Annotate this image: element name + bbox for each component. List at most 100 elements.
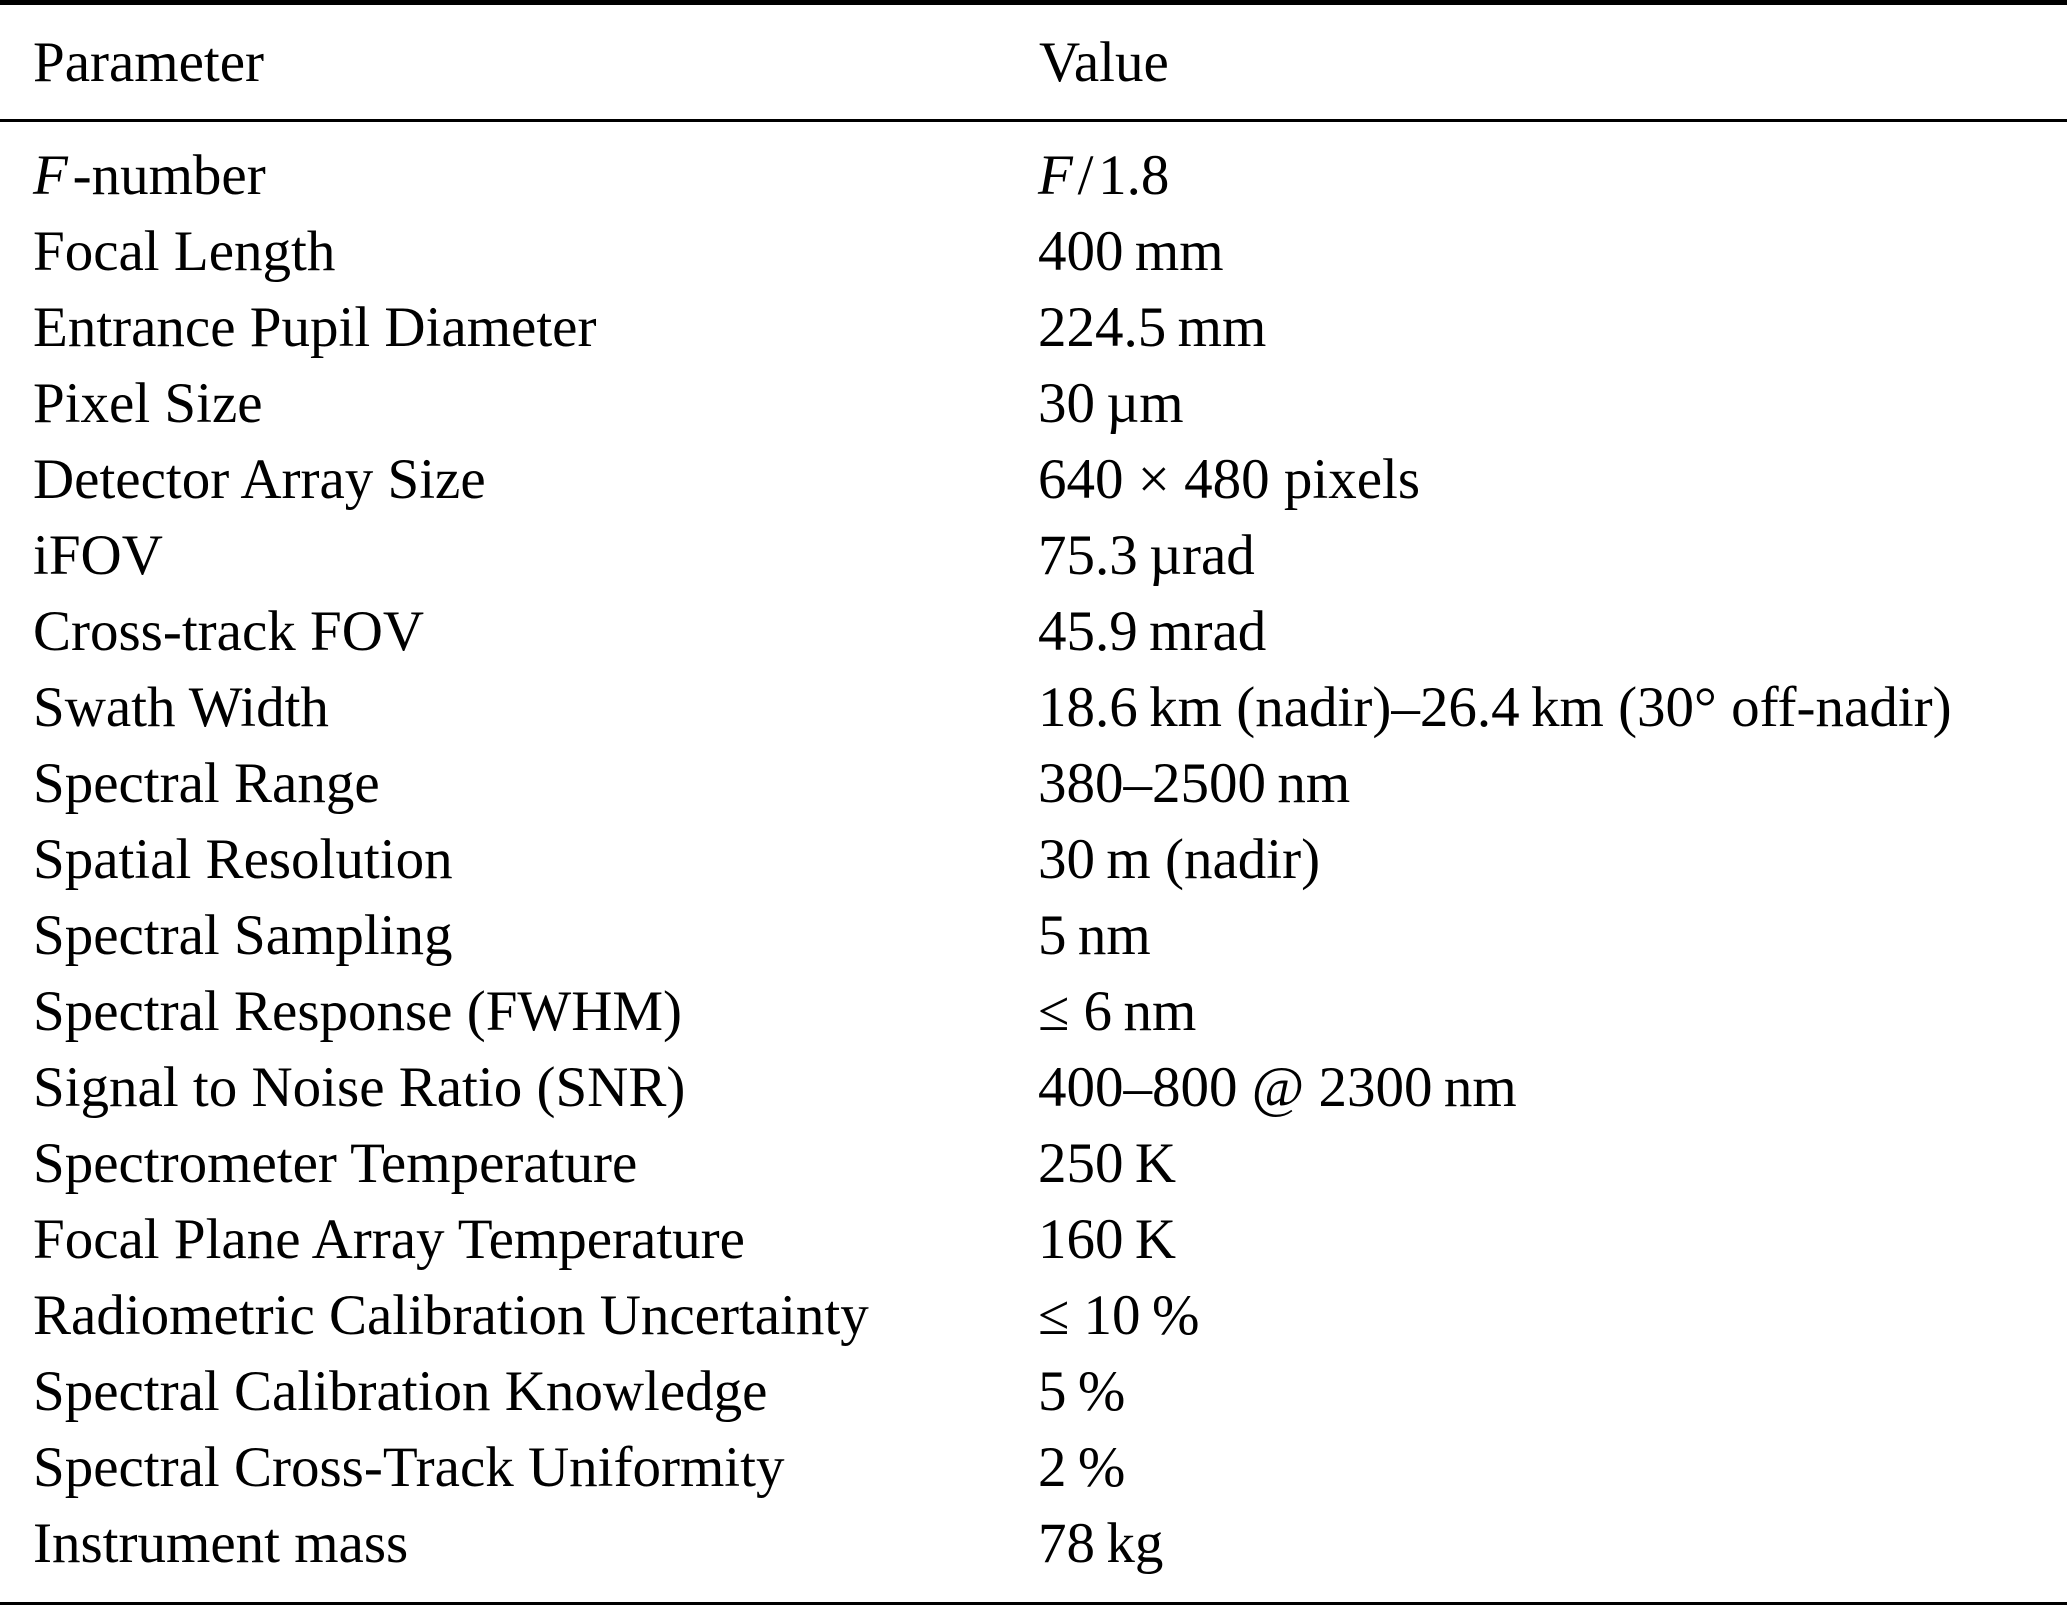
table-row: Spectral Cross-Track Uniformity 2 % xyxy=(0,1430,2067,1506)
value-cell-text: 400–800 @ 2300 nm xyxy=(1038,1056,1517,1119)
parameter-cell-text: Spatial Resolution xyxy=(33,828,453,891)
table-row: Spatial Resolution 30 m (nadir) xyxy=(0,822,2067,898)
parameter-cell: Spectral Range xyxy=(0,746,1038,822)
table-row: Spectral Response (FWHM) ≤ 6 nm xyxy=(0,974,2067,1050)
table-row: Spectrometer Temperature 250 K xyxy=(0,1126,2067,1202)
table-row: Detector Array Size 640 × 480 pixels xyxy=(0,442,2067,518)
table-row: Swath Width 18.6 km (nadir)–26.4 km (30° … xyxy=(0,670,2067,746)
value-cell: 18.6 km (nadir)–26.4 km (30° off-nadir) xyxy=(1038,670,2067,746)
parameter-cell-text: Spectrometer Temperature xyxy=(33,1132,638,1195)
table-row: Instrument mass 78 kg xyxy=(0,1506,2067,1605)
value-cell-text: ≤ 6 nm xyxy=(1038,980,1197,1043)
value-cell: 45.9 mrad xyxy=(1038,594,2067,670)
table-header: Parameter Value xyxy=(0,2,2067,122)
parameter-cell-text: Instrument mass xyxy=(33,1512,409,1575)
parameter-cell-text: iFOV xyxy=(33,524,163,587)
value-cell-text: 78 kg xyxy=(1038,1512,1164,1575)
value-cell: ≤ 6 nm xyxy=(1038,974,2067,1050)
parameter-cell: Focal Plane Array Temperature xyxy=(0,1202,1038,1278)
value-cell: 5 nm xyxy=(1038,898,2067,974)
parameter-cell: Instrument mass xyxy=(0,1506,1038,1605)
parameter-cell-text: Spectral Sampling xyxy=(33,904,453,967)
parameter-cell-text: Spectral Response (FWHM) xyxy=(33,980,683,1043)
table-row: Entrance Pupil Diameter 224.5 mm xyxy=(0,290,2067,366)
table-row: Spectral Sampling 5 nm xyxy=(0,898,2067,974)
value-cell: 2 % xyxy=(1038,1430,2067,1506)
value-cell: 380–2500 nm xyxy=(1038,746,2067,822)
table-row: Focal Plane Array Temperature 160 K xyxy=(0,1202,2067,1278)
value-cell: 30 m (nadir) xyxy=(1038,822,2067,898)
table-row: Cross-track FOV 45.9 mrad xyxy=(0,594,2067,670)
italic-math-symbol: F xyxy=(33,144,68,207)
parameter-cell-text: Detector Array Size xyxy=(33,448,486,511)
value-cell-text: 30 m (nadir) xyxy=(1038,828,1321,891)
value-cell: 400–800 @ 2300 nm xyxy=(1038,1050,2067,1126)
parameter-cell-text: Focal Length xyxy=(33,220,336,283)
value-cell: 640 × 480 pixels xyxy=(1038,442,2067,518)
value-cell-text: / 1.8 xyxy=(1072,144,1170,207)
table-row: Spectral Calibration Knowledge 5 % xyxy=(0,1354,2067,1430)
value-cell: F / 1.8 xyxy=(1038,121,2067,215)
header-parameter: Parameter xyxy=(0,2,1038,122)
value-cell: 160 K xyxy=(1038,1202,2067,1278)
value-cell-text: 75.3 µrad xyxy=(1038,524,1255,587)
value-cell-text: 5 % xyxy=(1038,1360,1126,1423)
value-cell: 75.3 µrad xyxy=(1038,518,2067,594)
value-cell: 5 % xyxy=(1038,1354,2067,1430)
value-cell-text: 250 K xyxy=(1038,1132,1177,1195)
parameter-cell: Radiometric Calibration Uncertainty xyxy=(0,1278,1038,1354)
table-row: Radiometric Calibration Uncertainty ≤ 10 … xyxy=(0,1278,2067,1354)
parameter-cell: Spectrometer Temperature xyxy=(0,1126,1038,1202)
table-row: F -number F / 1.8 xyxy=(0,121,2067,215)
parameter-cell: Spectral Cross-Track Uniformity xyxy=(0,1430,1038,1506)
value-cell-text: 640 × 480 pixels xyxy=(1038,448,1421,511)
value-cell: 78 kg xyxy=(1038,1506,2067,1605)
parameter-cell: iFOV xyxy=(0,518,1038,594)
italic-math-symbol: F xyxy=(1038,144,1073,207)
parameter-cell: Entrance Pupil Diameter xyxy=(0,290,1038,366)
parameter-cell-text: Spectral Range xyxy=(33,752,380,815)
table-row: Spectral Range 380–2500 nm xyxy=(0,746,2067,822)
parameter-cell-text: Signal to Noise Ratio (SNR) xyxy=(33,1056,686,1119)
table-row: Signal to Noise Ratio (SNR) 400–800 @ 230… xyxy=(0,1050,2067,1126)
parameter-cell-text: Spectral Calibration Knowledge xyxy=(33,1360,768,1423)
parameter-cell: Swath Width xyxy=(0,670,1038,746)
value-cell-text: 400 mm xyxy=(1038,220,1224,283)
parameter-cell: Signal to Noise Ratio (SNR) xyxy=(0,1050,1038,1126)
table-row: iFOV 75.3 µrad xyxy=(0,518,2067,594)
parameter-cell: Cross-track FOV xyxy=(0,594,1038,670)
value-cell-text: 30 µm xyxy=(1038,372,1184,435)
value-cell-text: 380–2500 nm xyxy=(1038,752,1351,815)
parameter-cell: F -number xyxy=(0,121,1038,215)
value-cell-text: 2 % xyxy=(1038,1436,1126,1499)
table-body: F -number F / 1.8 Focal Length 400 mm Entran… xyxy=(0,121,2067,1605)
value-cell-text: 18.6 km (nadir)–26.4 km (30° off-nadir) xyxy=(1038,676,1952,739)
parameter-cell-text: Swath Width xyxy=(33,676,329,739)
parameter-cell: Spatial Resolution xyxy=(0,822,1038,898)
value-cell: 224.5 mm xyxy=(1038,290,2067,366)
parameter-cell-text: -number xyxy=(67,144,266,207)
value-cell: ≤ 10 % xyxy=(1038,1278,2067,1354)
value-cell-text: ≤ 10 % xyxy=(1038,1284,1200,1347)
parameter-cell: Spectral Calibration Knowledge xyxy=(0,1354,1038,1430)
value-cell: 30 µm xyxy=(1038,366,2067,442)
value-cell-text: 160 K xyxy=(1038,1208,1177,1271)
parameter-cell: Detector Array Size xyxy=(0,442,1038,518)
value-cell: 250 K xyxy=(1038,1126,2067,1202)
parameter-cell-text: Spectral Cross-Track Uniformity xyxy=(33,1436,785,1499)
parameter-cell: Pixel Size xyxy=(0,366,1038,442)
parameter-cell-text: Entrance Pupil Diameter xyxy=(33,296,597,359)
value-cell-text: 224.5 mm xyxy=(1038,296,1267,359)
table-row: Focal Length 400 mm xyxy=(0,214,2067,290)
parameter-cell-text: Radiometric Calibration Uncertainty xyxy=(33,1284,869,1347)
parameter-cell-text: Pixel Size xyxy=(33,372,263,435)
parameter-cell: Spectral Sampling xyxy=(0,898,1038,974)
parameter-cell: Spectral Response (FWHM) xyxy=(0,974,1038,1050)
value-cell: 400 mm xyxy=(1038,214,2067,290)
header-row: Parameter Value xyxy=(0,2,2067,122)
header-value: Value xyxy=(1038,2,2067,122)
value-cell-text: 5 nm xyxy=(1038,904,1151,967)
parameter-cell: Focal Length xyxy=(0,214,1038,290)
